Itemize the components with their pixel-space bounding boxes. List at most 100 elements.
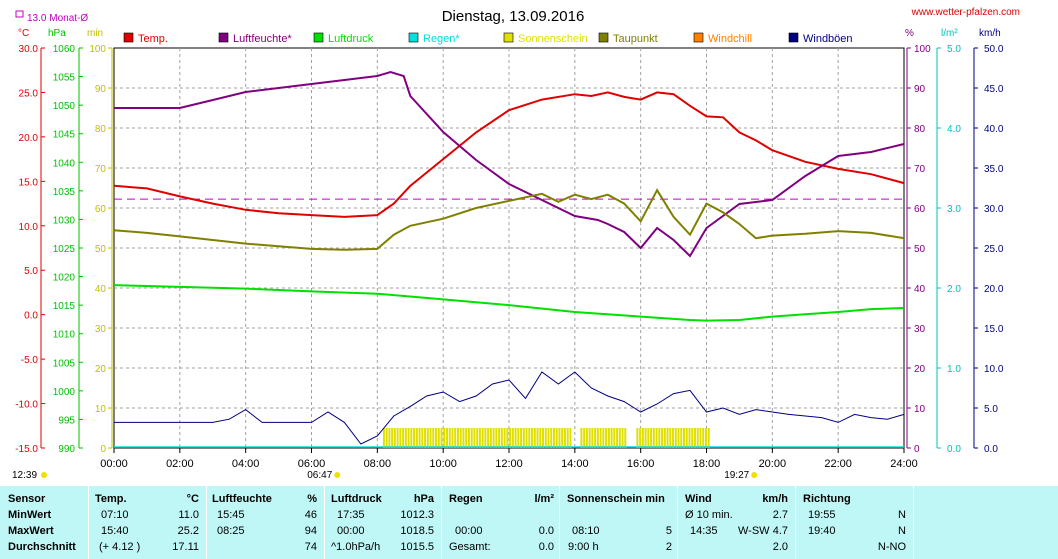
legend-item-label: Regen* — [423, 33, 460, 45]
stats-header-temp: Temp. — [95, 493, 127, 505]
temp-axis-tick-label: -10.0 — [15, 400, 38, 411]
stats-wind-avg-value: 2.0 — [772, 541, 788, 553]
sun-axis-tick-label: 90 — [95, 84, 107, 95]
x-axis-tick-label: 06:00 — [298, 458, 326, 470]
legend-item-label: Temp. — [138, 33, 168, 45]
stats-temp-min-time: 07:10 — [101, 509, 129, 521]
humidity-axis-tick-label: 100 — [914, 44, 931, 55]
legend-item-label: Taupunkt — [613, 33, 658, 45]
stats-header-sunshine: Sonnenschein min — [567, 493, 665, 505]
pressure-axis-tick-label: 1060 — [53, 44, 76, 55]
chart-grid — [113, 47, 905, 449]
series-line-windb-en — [114, 371, 905, 445]
pressure-axis-tick-label: 1030 — [53, 215, 76, 226]
stats-row-label: Durchschnitt — [8, 541, 76, 553]
x-axis-tick-label: 18:00 — [693, 458, 721, 470]
pressure-axis-tick-label: 1000 — [53, 387, 76, 398]
humidity-axis-tick-label: 80 — [914, 124, 926, 135]
pressure-axis-tick-label: 1010 — [53, 330, 76, 341]
x-axis-tick-label: 24:00 — [890, 458, 918, 470]
stats-row-label: MinWert — [8, 509, 52, 521]
stats-temp-avg-trend: (+ 4.12 ) — [99, 541, 141, 553]
humidity-axis-unit: % — [905, 28, 914, 39]
stats-rain-max-value: 0.0 — [538, 525, 554, 537]
x-axis-tick-label: 10:00 — [429, 458, 457, 470]
series-line-luftfeuchte — [114, 70, 905, 258]
legend-swatch — [598, 32, 609, 43]
stats-col-sensor: Sensor MinWert MaxWert Durchschnitt — [0, 486, 88, 559]
stats-wind-max-time: 14:35 — [690, 525, 718, 537]
pressure-axis-tick-label: 1045 — [53, 130, 76, 141]
stats-sun-max-time: 08:10 — [572, 525, 600, 537]
x-axis-tick-label: 16:00 — [627, 458, 655, 470]
sun-axis-tick-label: 70 — [95, 164, 107, 175]
sun-axis-tick-label: 100 — [89, 44, 106, 55]
sun-axis-tick-label: 60 — [95, 204, 107, 215]
stats-temp-avg-value: 17.11 — [172, 541, 199, 553]
stats-header-sensor: Sensor — [8, 493, 46, 505]
stats-col-pressure: Luftdruck hPa 17:35 1012.3 00:00 1018.5 … — [324, 486, 442, 559]
temp-axis-tick-label: -15.0 — [15, 444, 38, 455]
stats-dir-avg-value: N-NO — [877, 541, 906, 553]
temp-axis-tick-label: 30.0 — [19, 44, 39, 55]
stats-header-wind: Wind — [685, 493, 712, 505]
monthly-avg-icon — [15, 10, 24, 18]
sun-axis-tick-label: 50 — [95, 244, 107, 255]
stats-press-avg-value: 1015.5 — [400, 541, 434, 553]
legend-swatch — [503, 32, 514, 43]
humidity-axis-tick-label: 10 — [914, 404, 926, 415]
wind-axis-tick-label: 35.0 — [984, 164, 1004, 175]
wind-axis-tick-label: 0.0 — [984, 444, 998, 455]
humidity-axis-tick-label: 0 — [914, 444, 920, 455]
humidity-axis-tick-label: 30 — [914, 324, 926, 335]
pressure-axis-tick-label: 1005 — [53, 358, 76, 369]
stats-dir-min-value: N — [898, 509, 906, 521]
wind-axis-tick-label: 45.0 — [984, 84, 1004, 95]
stats-header-wind-unit: km/h — [762, 493, 788, 505]
stats-dir-max-value: N — [898, 525, 906, 537]
wind-axis-tick-label: 10.0 — [984, 364, 1004, 375]
stats-header-humidity-unit: % — [307, 493, 317, 505]
legend-item-label: Luftfeuchte* — [233, 33, 292, 45]
x-axis-tick-label: 22:00 — [824, 458, 852, 470]
stats-col-humidity: Luftfeuchte % 15:45 46 08:25 94 74 — [206, 486, 325, 559]
stats-hum-min-value: 46 — [304, 509, 317, 521]
stats-press-max-value: 1018.5 — [400, 525, 434, 537]
stats-wind-min-value: 2.7 — [772, 509, 788, 521]
stats-temp-max-time: 15:40 — [101, 525, 129, 537]
temp-axis-unit: °C — [18, 28, 29, 39]
stats-hum-min-time: 15:45 — [217, 509, 245, 521]
sun-axis-tick-label: 0 — [100, 444, 106, 455]
legend-item-label: Windchill — [708, 33, 752, 45]
wind-axis-tick-label: 40.0 — [984, 124, 1004, 135]
stats-col-empty — [913, 486, 1058, 559]
stats-hum-max-value: 94 — [304, 525, 317, 537]
stats-press-min-value: 1012.3 — [400, 509, 434, 521]
x-axis-tick-label: 08:00 — [364, 458, 392, 470]
wind-axis-tick-label: 5.0 — [984, 404, 998, 415]
x-axis-tick-label: 12:00 — [495, 458, 523, 470]
wind-axis-tick-label: 15.0 — [984, 324, 1004, 335]
temp-axis-tick-label: 5.0 — [24, 266, 38, 277]
humidity-axis-tick-label: 70 — [914, 164, 926, 175]
stats-press-max-time: 00:00 — [337, 525, 365, 537]
stats-header-humidity: Luftfeuchte — [212, 493, 272, 505]
temp-axis-tick-label: -5.0 — [21, 355, 39, 366]
pressure-axis-tick-label: 1035 — [53, 187, 76, 198]
legend-swatch — [408, 32, 419, 43]
sun-axis-tick-label: 80 — [95, 124, 107, 135]
weather-chart: Dienstag, 13.09.2016 www.wetter-pfalzen.… — [12, 7, 1020, 481]
chart-legend: Temp. Luftfeuchte* Luftdruck Regen* Sonnensc… — [123, 32, 853, 45]
x-axis-tick-label: 14:00 — [561, 458, 589, 470]
website-link[interactable]: www.wetter-pfalzen.com — [911, 7, 1020, 18]
x-axis-tick-label: 20:00 — [759, 458, 787, 470]
humidity-axis-tick-label: 90 — [914, 84, 926, 95]
humidity-axis-tick-label: 60 — [914, 204, 926, 215]
stats-sun-total-hours: 9:00 h — [568, 541, 599, 553]
stats-header-pressure: Luftdruck — [331, 493, 382, 505]
sun-axis-unit: min — [87, 28, 103, 39]
stats-header-rain: Regen — [449, 493, 483, 505]
stats-rain-max-time: 00:00 — [455, 525, 483, 537]
chart-axes: 30.0 25.0 20.0 15.0 10.0 5.0 0.0 -5.0 -10.0 -15.0… — [15, 44, 1004, 470]
stats-hum-avg-value: 74 — [304, 541, 317, 553]
